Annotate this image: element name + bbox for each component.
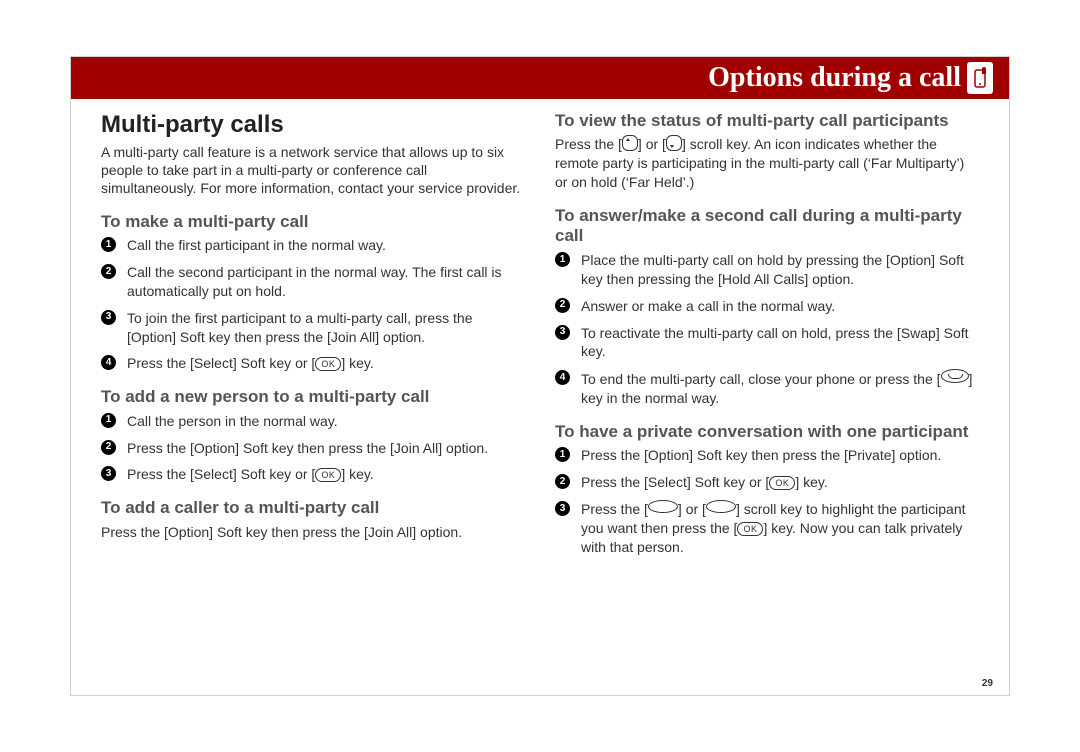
subheading-private: To have a private conversation with one …: [555, 422, 979, 442]
subheading-add-caller: To add a caller to a multi-party call: [101, 498, 525, 518]
subheading-second-call: To answer/make a second call during a mu…: [555, 206, 979, 247]
right-soft-key-icon: [706, 500, 736, 513]
step: Press the [Option] Soft key then press t…: [555, 446, 979, 465]
subheading-view-status: To view the status of multi-party call p…: [555, 111, 979, 131]
step: Call the person in the normal way.: [101, 412, 525, 431]
ok-key-icon: OK: [315, 357, 341, 371]
step-text: ] or [: [678, 501, 706, 517]
left-column: Multi-party calls A multi-party call fea…: [101, 111, 525, 565]
steps-second-call: Place the multi-party call on hold by pr…: [555, 251, 979, 408]
content-columns: Multi-party calls A multi-party call fea…: [101, 111, 979, 565]
right-column: To view the status of multi-party call p…: [555, 111, 979, 565]
scroll-down-key-icon: [666, 135, 682, 151]
step-text: To end the multi-party call, close your …: [581, 371, 941, 387]
step: To reactivate the multi-party call on ho…: [555, 324, 979, 362]
step: Press the [Option] Soft key then press t…: [101, 439, 525, 458]
ok-key-icon: OK: [769, 476, 795, 490]
intro-paragraph: A multi-party call feature is a network …: [101, 143, 525, 198]
step: Press the [] or [] scroll key to highlig…: [555, 500, 979, 557]
step: Call the second participant in the norma…: [101, 263, 525, 301]
step: Call the first participant in the normal…: [101, 236, 525, 255]
end-key-icon: [941, 369, 969, 383]
step: To join the first participant to a multi…: [101, 309, 525, 347]
step-text: ] key.: [341, 466, 373, 482]
manual-page: Options during a call Multi-party calls …: [70, 56, 1010, 696]
step-text: ] key.: [341, 355, 373, 371]
steps-make-call: Call the first participant in the normal…: [101, 236, 525, 373]
step-text: Press the [Select] Soft key or [: [127, 466, 315, 482]
ok-key-icon: OK: [315, 468, 341, 482]
step-text: Press the [Select] Soft key or [: [127, 355, 315, 371]
step: To end the multi-party call, close your …: [555, 369, 979, 408]
paragraph-add-caller: Press the [Option] Soft key then press t…: [101, 523, 525, 542]
step-text: Press the [: [581, 501, 648, 517]
section-heading-multiparty: Multi-party calls: [101, 111, 525, 139]
steps-add-person: Call the person in the normal way. Press…: [101, 412, 525, 485]
subheading-make-call: To make a multi-party call: [101, 212, 525, 232]
text: ] or [: [638, 136, 666, 152]
text: Press the [: [555, 136, 622, 152]
step-text: ] key.: [795, 474, 827, 490]
header-bar: Options during a call: [71, 57, 1009, 99]
step: Place the multi-party call on hold by pr…: [555, 251, 979, 289]
step: Press the [Select] Soft key or [OK] key.: [101, 465, 525, 484]
subheading-add-person: To add a new person to a multi-party cal…: [101, 387, 525, 407]
scroll-up-key-icon: [622, 135, 638, 151]
left-soft-key-icon: [648, 500, 678, 513]
page-number: 29: [982, 678, 993, 689]
paragraph-view-status: Press the [] or [] scroll key. An icon i…: [555, 135, 979, 192]
steps-private: Press the [Option] Soft key then press t…: [555, 446, 979, 556]
step: Press the [Select] Soft key or [OK] key.: [555, 473, 979, 492]
header-title: Options during a call: [708, 62, 961, 94]
step: Press the [Select] Soft key or [OK] key.: [101, 354, 525, 373]
step-text: Press the [Select] Soft key or [: [581, 474, 769, 490]
step: Answer or make a call in the normal way.: [555, 297, 979, 316]
ok-key-icon: OK: [737, 522, 763, 536]
phone-lock-icon: [967, 62, 993, 94]
